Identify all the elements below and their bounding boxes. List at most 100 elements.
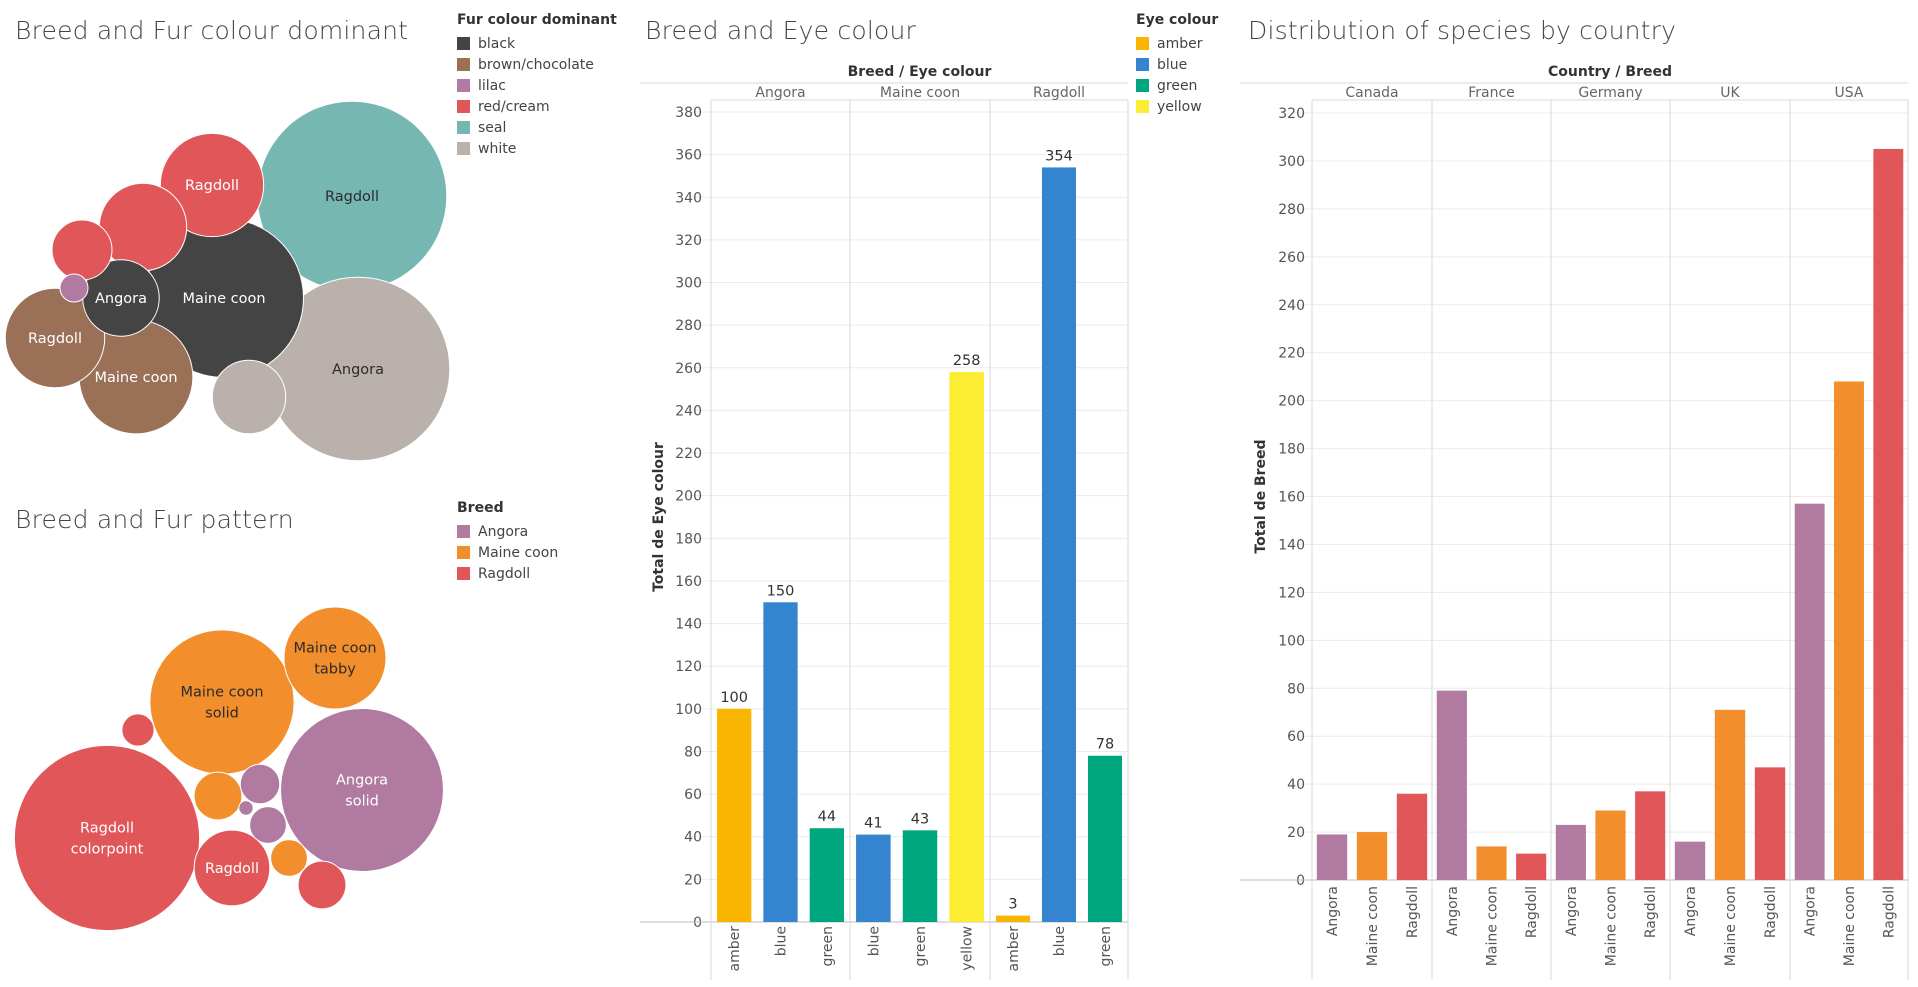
fur-pattern-bubble-label: Ragdoll [80,821,134,837]
country-category-label: Ragdoll [1881,886,1897,938]
country-category-label: Angora [1683,886,1699,936]
eye-colour-bar-angora-amber [717,708,752,922]
fur-colour-legend-title: Fur colour dominant [457,12,617,28]
eye-colour-y-tick-label: 100 [675,702,702,718]
fur-pattern-bubble: Maine coon solid [149,629,295,775]
eye-colour-y-tick-label: 320 [675,233,702,249]
country-bar-france-maine-coon [1476,846,1507,880]
country-chart-title: Distribution of species by country [1248,16,1677,45]
fur-colour-bubble: Ragdoll [159,132,265,238]
fur-pattern-bubble-label: colorpoint [71,842,144,858]
fur-colour-legend-item-white: white [457,138,617,159]
eye-colour-legend-label: yellow [1157,98,1202,115]
fur-pattern-bubble-label: solid [205,706,239,722]
country-bar-canada-angora [1316,834,1348,880]
fur-pattern-bubble: Maine coon tabby [283,606,387,710]
eye-colour-y-tick-label: 80 [684,744,702,760]
breed-legend-swatch [457,546,470,559]
country-category-label: Maine coon [1365,886,1381,966]
eye-colour-facet-label: Ragdoll [1033,85,1085,101]
fur-pattern-bubble [270,839,308,877]
eye-colour-category-label: green [913,926,929,966]
fur-colour-legend-swatch [457,79,470,92]
country-y-tick-label: 240 [1278,298,1305,314]
country-y-tick-label: 200 [1278,394,1305,410]
country-bar-uk-ragdoll [1754,767,1786,880]
eye-colour-y-axis-label: Total de Eye colour [651,442,667,592]
breed-legend-label: Angora [478,523,529,540]
country-facet-label: France [1468,85,1515,101]
eye-colour-y-tick-label: 360 [675,148,702,164]
fur-colour-bubble-label: Angora [332,362,384,378]
eye-colour-legend-item-blue: blue [1136,54,1218,75]
fur-pattern-bubble [297,860,347,910]
fur-colour-legend-item-seal: seal [457,117,617,138]
eye-colour-value-label: 44 [818,809,836,825]
fur-pattern-bubble-label: Maine coon [293,641,376,657]
country-column-header: Country / Breed [1548,64,1672,80]
fur-colour-legend-label: black [478,35,516,52]
fur-colour-legend: Fur colour dominant black brown/chocolate… [457,12,617,159]
eye-colour-category-label: blue [774,926,790,956]
eye-colour-y-tick-label: 0 [693,915,702,931]
fur-colour-legend-item-brown-chocolate: brown/chocolate [457,54,617,75]
country-category-label: Angora [1445,886,1461,936]
country-bar-uk-maine-coon [1714,709,1746,880]
eye-colour-y-tick-label: 260 [675,361,702,377]
fur-pattern-bubble [193,771,243,821]
eye-colour-legend-label: amber [1157,35,1203,52]
breed-legend-item-ragdoll: Ragdoll [457,563,558,584]
eye-colour-legend-label: blue [1157,56,1188,73]
fur-colour-bubble [59,273,89,303]
fur-pattern-bubble-label: tabby [314,662,356,678]
breed-legend-label: Ragdoll [478,565,531,582]
fur-colour-bubble-label: Ragdoll [185,178,239,194]
eye-colour-y-tick-label: 180 [675,531,702,547]
fur-colour-legend-swatch [457,100,470,113]
breed-legend: Breed Angora Maine coon Ragdoll [457,500,558,584]
eye-colour-category-label: green [820,926,836,966]
country-bar-canada-ragdoll [1396,793,1428,880]
fur-colour-bubble [211,359,287,435]
country-category-label: Maine coon [1485,886,1501,966]
fur-colour-legend-item-lilac: lilac [457,75,617,96]
breed-legend-swatch [457,525,470,538]
eye-colour-chart-title: Breed and Eye colour [645,16,916,45]
eye-colour-legend-swatch [1136,37,1149,50]
country-y-tick-label: 20 [1287,825,1305,841]
country-y-tick-label: 280 [1278,202,1305,218]
eye-colour-value-label: 43 [911,811,929,827]
country-category-label: Maine coon [1604,886,1620,966]
fur-colour-chart-title: Breed and Fur colour dominant [15,16,409,45]
eye-colour-legend-label: green [1157,77,1198,94]
eye-colour-value-label: 150 [767,583,795,599]
eye-colour-y-tick-label: 160 [675,574,702,590]
country-category-label: Ragdoll [1405,886,1421,938]
country-bar-uk-angora [1674,841,1706,880]
fur-colour-legend-label: white [478,140,517,157]
eye-colour-y-tick-label: 40 [684,830,702,846]
fur-colour-legend-label: seal [478,119,507,136]
eye-colour-y-tick-label: 60 [684,787,702,803]
country-category-label: Ragdoll [1763,886,1779,938]
eye-colour-category-label: amber [727,926,743,972]
fur-colour-bubble-chart: Ragdoll Angora Maine coon Ragdoll Maine coon… [4,100,451,462]
country-y-tick-label: 220 [1278,346,1305,362]
eye-colour-bar-maine-coon-blue [856,834,891,922]
fur-pattern-bubble: Ragdoll colorpoint [13,744,201,932]
eye-colour-y-tick-label: 220 [675,446,702,462]
fur-pattern-bubble-label: Ragdoll [205,861,259,877]
fur-colour-bubble: Maine coon [78,319,194,435]
fur-pattern-bubble-label: Angora [336,773,388,789]
eye-colour-value-label: 354 [1045,148,1073,164]
fur-colour-legend-label: red/cream [478,98,550,115]
eye-colour-y-tick-label: 280 [675,318,702,334]
eye-colour-y-tick-label: 300 [675,276,702,292]
fur-colour-bubble: Angora [82,259,160,337]
breed-legend-swatch [457,567,470,580]
eye-colour-y-tick-label: 200 [675,489,702,505]
eye-colour-legend-item-green: green [1136,75,1218,96]
country-facet-label: USA [1835,85,1864,101]
fur-colour-bubble: Angora [265,276,451,462]
